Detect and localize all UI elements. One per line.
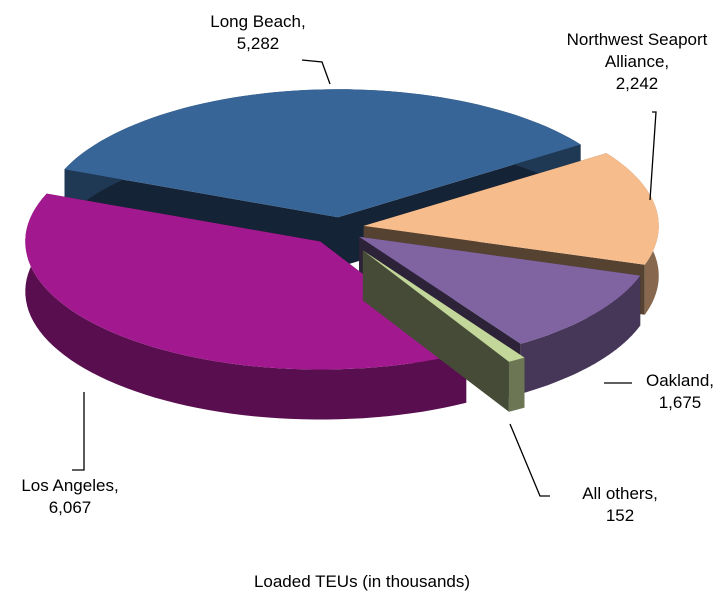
slice-side (362, 250, 509, 412)
slice-top (359, 236, 641, 344)
label-name: All others, (582, 484, 658, 503)
data-label: Oakland, 1,675 (635, 370, 724, 414)
label-name: Northwest Seaport Alliance, (566, 30, 708, 71)
slice-top (362, 250, 525, 362)
label-name: Los Angeles, (21, 476, 119, 495)
leader-line (509, 423, 550, 497)
label-value: 152 (605, 506, 635, 525)
slice-top (363, 153, 659, 265)
data-label: All others, 152 (560, 483, 680, 527)
leader-line (301, 59, 331, 85)
label-name: Oakland, (645, 371, 715, 390)
leader-line (649, 111, 657, 201)
data-label: Los Angeles, 6,067 (0, 475, 140, 519)
label-name: Long Beach, (210, 12, 306, 31)
label-value: 2,242 (615, 74, 659, 93)
label-value: 5,282 (236, 34, 280, 53)
label-value: 1,675 (658, 393, 702, 412)
slice-top (25, 193, 467, 370)
slice (25, 193, 467, 420)
label-value: 6,067 (48, 498, 92, 517)
slice (362, 250, 525, 412)
slice-rim (508, 357, 525, 412)
slice-top (64, 89, 581, 218)
slice-rim (25, 193, 467, 420)
slice-rim (520, 275, 641, 394)
chart-title: Loaded TEUs (in thousands) (253, 572, 471, 591)
data-label: Northwest Seaport Alliance, 2,242 (547, 29, 724, 95)
leader-line (72, 392, 85, 471)
data-label: Long Beach, 5,282 (188, 11, 328, 55)
